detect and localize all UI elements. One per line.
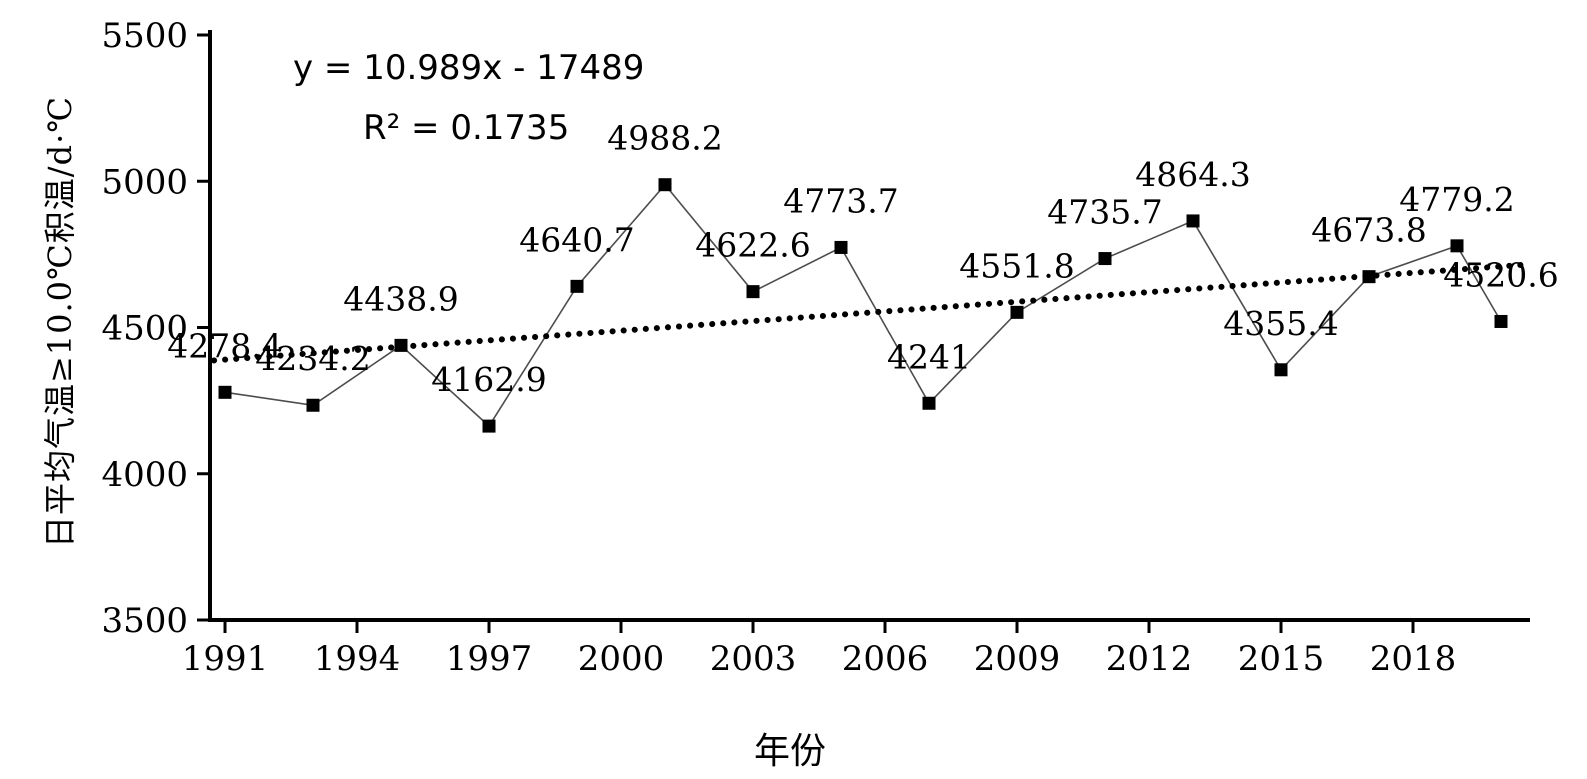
data-point-label: 4551.8 — [959, 246, 1074, 285]
data-point-label: 4162.9 — [431, 360, 546, 399]
data-point-marker — [1274, 363, 1288, 377]
data-point-marker — [306, 398, 320, 412]
trend-line — [211, 261, 1529, 364]
x-tick-label: 1994 — [314, 639, 401, 679]
x-tick-label: 1997 — [446, 639, 533, 679]
data-point-label: 4773.7 — [783, 181, 898, 220]
data-point-label: 4864.3 — [1135, 155, 1250, 194]
data-point-label: 4622.6 — [695, 226, 810, 265]
x-tick-label: 2003 — [710, 639, 797, 679]
x-tick-label: 2006 — [842, 639, 929, 679]
x-tick-label: 1991 — [182, 639, 269, 679]
data-point-label: 4241 — [887, 337, 971, 376]
data-point-label: 4520.6 — [1443, 255, 1558, 294]
data-point-label: 4673.8 — [1311, 211, 1426, 250]
y-tick-label: 5500 — [101, 16, 188, 56]
data-point-marker — [1450, 239, 1464, 253]
trendline-equation: y = 10.989x - 17489 — [293, 48, 645, 88]
x-tick-label: 2000 — [578, 639, 665, 679]
data-point-marker — [482, 419, 496, 433]
data-point-marker — [1494, 314, 1508, 328]
x-tick-label: 2012 — [1106, 639, 1193, 679]
data-point-marker — [218, 385, 232, 399]
data-point-marker — [1186, 214, 1200, 228]
trendline-r-squared: R² = 0.1735 — [363, 108, 570, 148]
data-point-label: 4438.9 — [343, 279, 458, 318]
data-point-label: 4735.7 — [1047, 193, 1162, 232]
data-point-marker — [834, 240, 848, 254]
data-point-marker — [922, 396, 936, 410]
data-point-marker — [1098, 252, 1112, 266]
data-point-marker — [1010, 305, 1024, 319]
series-line — [224, 183, 1502, 428]
y-tick-label: 5000 — [101, 162, 188, 202]
data-point-label: 4988.2 — [607, 119, 722, 158]
y-tick-label: 3500 — [101, 601, 188, 641]
x-tick-label: 2015 — [1238, 639, 1325, 679]
data-point-marker — [570, 279, 584, 293]
x-tick-label: 2018 — [1370, 639, 1457, 679]
x-axis-title: 年份 — [753, 731, 827, 772]
y-tick-label: 4500 — [101, 309, 188, 349]
y-axis-title: 日平均气温≥10.0℃积温/d·℃ — [41, 95, 79, 549]
y-tick-label: 4000 — [101, 455, 188, 495]
data-point-label: 4355.4 — [1223, 304, 1338, 343]
data-point-label: 4234.2 — [255, 339, 370, 378]
x-tick-label: 2009 — [974, 639, 1061, 679]
data-point-label: 4640.7 — [519, 220, 634, 259]
data-point-marker — [746, 285, 760, 299]
data-point-marker — [658, 178, 672, 192]
data-point-label: 4779.2 — [1399, 180, 1514, 219]
